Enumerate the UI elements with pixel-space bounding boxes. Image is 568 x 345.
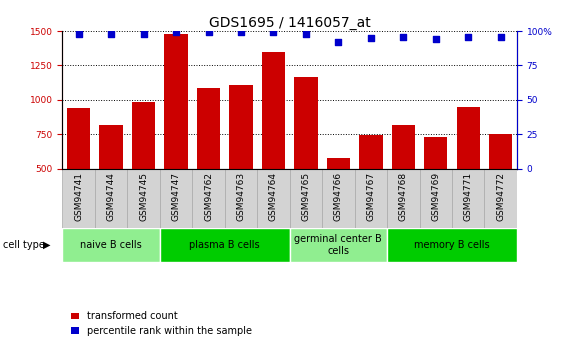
Text: ▶: ▶: [43, 240, 50, 250]
Bar: [452, 169, 485, 228]
Bar: [290, 228, 387, 262]
Bar: [127, 169, 160, 228]
Point: [431, 37, 440, 42]
Point: [74, 31, 83, 37]
Bar: [485, 169, 517, 228]
Text: naive B cells: naive B cells: [80, 240, 142, 250]
Point: [366, 35, 375, 41]
Text: GSM94768: GSM94768: [399, 172, 408, 221]
Legend: transformed count, percentile rank within the sample: transformed count, percentile rank withi…: [68, 307, 256, 340]
Bar: [99, 125, 123, 169]
Text: GSM94769: GSM94769: [431, 172, 440, 221]
Point: [399, 34, 408, 39]
Text: GSM94772: GSM94772: [496, 172, 505, 221]
Bar: [67, 108, 90, 169]
Point: [334, 39, 343, 45]
Bar: [354, 169, 387, 228]
Text: memory B cells: memory B cells: [414, 240, 490, 250]
Text: GSM94747: GSM94747: [172, 172, 181, 221]
Bar: [387, 169, 420, 228]
Bar: [457, 107, 480, 169]
Bar: [424, 137, 448, 169]
Bar: [322, 169, 354, 228]
Text: GSM94762: GSM94762: [204, 172, 213, 221]
Bar: [257, 169, 290, 228]
Bar: [193, 169, 225, 228]
Bar: [164, 34, 188, 169]
Bar: [160, 169, 193, 228]
Bar: [489, 134, 512, 169]
Text: cell type: cell type: [3, 240, 48, 250]
Text: GSM94771: GSM94771: [463, 172, 473, 221]
Point: [139, 31, 148, 37]
Point: [172, 30, 181, 35]
Bar: [132, 102, 155, 169]
Bar: [95, 169, 127, 228]
Point: [107, 31, 116, 37]
Bar: [327, 158, 350, 169]
Text: germinal center B
cells: germinal center B cells: [294, 234, 382, 256]
Text: GSM94744: GSM94744: [107, 172, 116, 220]
Bar: [262, 52, 285, 169]
Point: [302, 31, 311, 37]
Bar: [294, 77, 318, 169]
Bar: [420, 169, 452, 228]
Point: [236, 30, 245, 35]
Title: GDS1695 / 1416057_at: GDS1695 / 1416057_at: [209, 16, 370, 30]
Point: [204, 30, 213, 35]
Bar: [160, 228, 290, 262]
Text: GSM94767: GSM94767: [366, 172, 375, 221]
Point: [463, 34, 473, 39]
Bar: [229, 85, 253, 169]
Bar: [290, 169, 322, 228]
Text: GSM94763: GSM94763: [236, 172, 245, 221]
Text: plasma B cells: plasma B cells: [190, 240, 260, 250]
Bar: [62, 228, 160, 262]
Point: [496, 34, 505, 39]
Bar: [62, 169, 95, 228]
Bar: [391, 125, 415, 169]
Bar: [359, 135, 382, 169]
Text: GSM94745: GSM94745: [139, 172, 148, 221]
Text: GSM94766: GSM94766: [334, 172, 343, 221]
Bar: [197, 88, 220, 169]
Point: [269, 30, 278, 35]
Bar: [387, 228, 517, 262]
Text: GSM94764: GSM94764: [269, 172, 278, 221]
Text: GSM94741: GSM94741: [74, 172, 83, 221]
Bar: [225, 169, 257, 228]
Text: GSM94765: GSM94765: [302, 172, 310, 221]
